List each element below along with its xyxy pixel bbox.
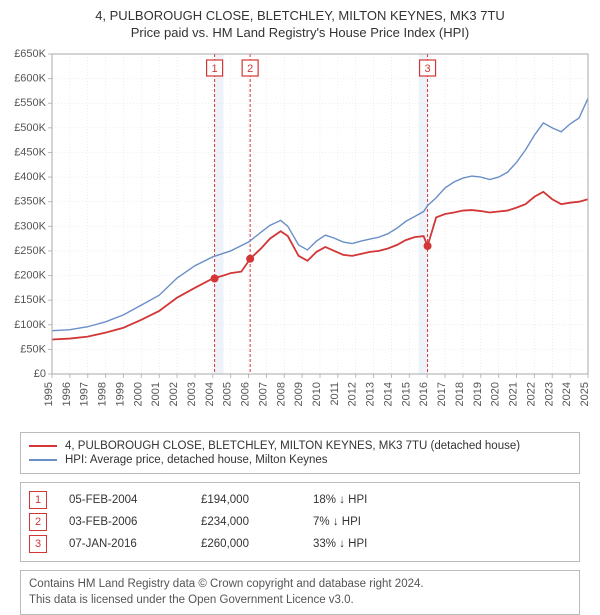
sale-row-date: 05-FEB-2004 — [69, 494, 179, 506]
x-tick-label: 2006 — [240, 382, 252, 406]
legend-row: HPI: Average price, detached house, Milt… — [29, 453, 571, 467]
legend-swatch — [29, 459, 57, 461]
x-tick-label: 2021 — [508, 382, 520, 406]
x-tick-label: 2005 — [222, 382, 234, 406]
y-tick-label: £450K — [14, 146, 46, 158]
legend-label: HPI: Average price, detached house, Milt… — [65, 454, 328, 466]
x-tick-label: 1996 — [61, 382, 73, 406]
x-tick-label: 1998 — [97, 382, 109, 406]
sale-row-date: 03-FEB-2006 — [69, 516, 179, 528]
highlight-band — [215, 54, 224, 374]
sale-dot — [211, 274, 219, 282]
page-root: 4, PULBOROUGH CLOSE, BLETCHLEY, MILTON K… — [0, 0, 600, 615]
sale-row-price: £194,000 — [201, 494, 291, 506]
x-tick-label: 2004 — [204, 382, 216, 406]
sale-marker-num: 1 — [212, 63, 218, 75]
y-tick-label: £50K — [20, 343, 46, 355]
y-tick-label: £500K — [14, 122, 46, 134]
x-tick-label: 1995 — [43, 382, 55, 406]
x-tick-label: 2007 — [257, 382, 269, 406]
chart-title-line2: Price paid vs. HM Land Registry's House … — [0, 25, 600, 40]
x-tick-label: 2009 — [293, 382, 305, 406]
x-tick-label: 1999 — [114, 382, 126, 406]
x-tick-label: 2025 — [579, 382, 591, 406]
x-tick-label: 2014 — [382, 382, 394, 406]
sale-marker-num: 3 — [424, 63, 430, 75]
x-tick-label: 2020 — [490, 382, 502, 406]
x-tick-label: 2017 — [436, 382, 448, 406]
x-tick-label: 2012 — [347, 382, 359, 406]
sale-row: 3 07-JAN-2016 £260,000 33% ↓ HPI — [29, 533, 571, 555]
sale-row-price: £234,000 — [201, 516, 291, 528]
sale-row-diff: 7% ↓ HPI — [313, 516, 571, 528]
y-tick-label: £550K — [14, 97, 46, 109]
x-tick-label: 2013 — [365, 382, 377, 406]
license-box: Contains HM Land Registry data © Crown c… — [20, 570, 580, 615]
x-tick-label: 2024 — [561, 382, 573, 406]
x-tick-label: 2018 — [454, 382, 466, 406]
chart-svg: £0 £50K £100K £150K £200K £250K £300K £350K £400… — [0, 44, 600, 424]
x-tick-label: 2023 — [543, 382, 555, 406]
x-tick-label: 2015 — [400, 382, 412, 406]
y-tick-label: £150K — [14, 294, 46, 306]
x-tick-label: 2003 — [186, 382, 198, 406]
x-tick-label: 2000 — [132, 382, 144, 406]
y-tick-label: £300K — [14, 220, 46, 232]
y-tick-label: £100K — [14, 319, 46, 331]
y-tick-label: £200K — [14, 270, 46, 282]
sale-row-num: 2 — [29, 513, 47, 531]
sale-row: 1 05-FEB-2004 £194,000 18% ↓ HPI — [29, 489, 571, 511]
x-tick-label: 2019 — [472, 382, 484, 406]
x-tick-label: 2008 — [275, 382, 287, 406]
legend-box: 4, PULBOROUGH CLOSE, BLETCHLEY, MILTON K… — [20, 432, 580, 474]
legend-row: 4, PULBOROUGH CLOSE, BLETCHLEY, MILTON K… — [29, 439, 571, 453]
y-tick-label: £250K — [14, 245, 46, 257]
chart-area: £0 £50K £100K £150K £200K £250K £300K £350K £400… — [0, 44, 600, 424]
sale-row-price: £260,000 — [201, 538, 291, 550]
legend-swatch — [29, 445, 57, 447]
sale-dot — [246, 255, 254, 263]
license-line1: Contains HM Land Registry data © Crown c… — [29, 577, 571, 593]
chart-title-line1: 4, PULBOROUGH CLOSE, BLETCHLEY, MILTON K… — [0, 8, 600, 23]
sale-row-num: 1 — [29, 491, 47, 509]
x-tick-label: 2022 — [525, 382, 537, 406]
x-tick-label: 2001 — [150, 382, 162, 406]
y-tick-label: £0 — [34, 368, 46, 380]
sale-dot — [424, 242, 432, 250]
series-hpi — [52, 98, 588, 330]
x-tick-label: 2011 — [329, 382, 341, 406]
y-tick-label: £350K — [14, 196, 46, 208]
x-tick-label: 2002 — [168, 382, 180, 406]
license-line2: This data is licensed under the Open Gov… — [29, 593, 571, 609]
x-tick-label: 2016 — [418, 382, 430, 406]
y-tick-label: £400K — [14, 171, 46, 183]
chart-title-block: 4, PULBOROUGH CLOSE, BLETCHLEY, MILTON K… — [0, 0, 600, 44]
sale-row-diff: 33% ↓ HPI — [313, 538, 571, 550]
y-tick-label: £600K — [14, 73, 46, 85]
y-tick-label: £650K — [14, 48, 46, 60]
legend-label: 4, PULBOROUGH CLOSE, BLETCHLEY, MILTON K… — [65, 440, 520, 452]
sale-row: 2 03-FEB-2006 £234,000 7% ↓ HPI — [29, 511, 571, 533]
x-tick-label: 1997 — [79, 382, 91, 406]
sale-row-date: 07-JAN-2016 — [69, 538, 179, 550]
sale-marker-num: 2 — [247, 63, 253, 75]
x-tick-label: 2010 — [311, 382, 323, 406]
sale-row-num: 3 — [29, 535, 47, 553]
sale-row-diff: 18% ↓ HPI — [313, 494, 571, 506]
sales-table: 1 05-FEB-2004 £194,000 18% ↓ HPI 2 03-FEB-200… — [20, 482, 580, 562]
